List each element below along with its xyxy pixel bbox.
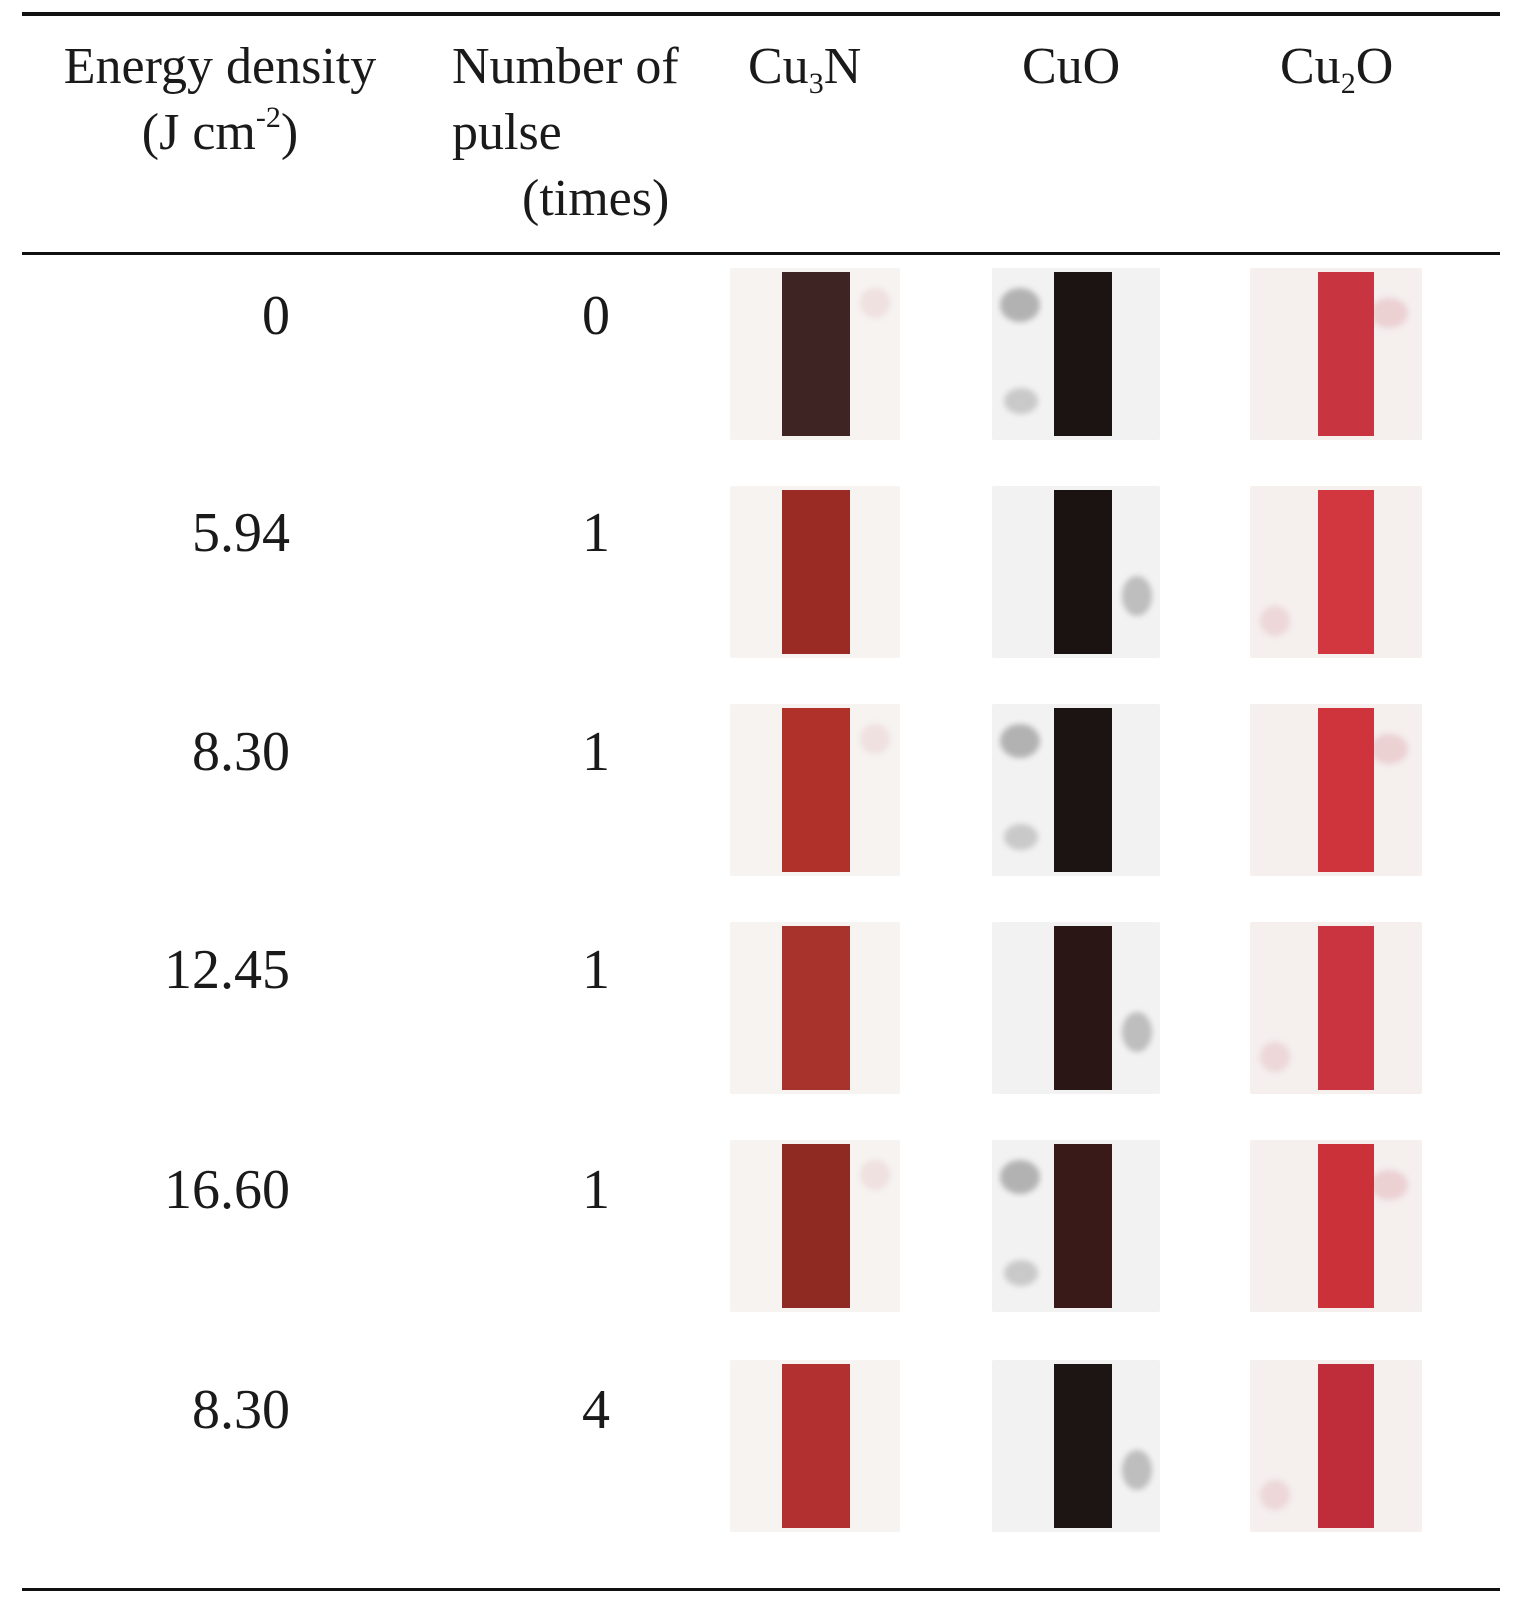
header-cu2o: Cu2O — [1280, 38, 1394, 100]
pulse-count-cell: 1 — [582, 721, 610, 783]
sample-film-strip — [1318, 272, 1374, 436]
sample-film-strip — [1318, 708, 1374, 872]
sample-smudge — [1370, 1170, 1408, 1200]
sample-photo-cu3n — [730, 704, 900, 876]
sample-film-strip — [1054, 1364, 1112, 1528]
header-energy-density: Energy density (J cm-2) — [50, 34, 390, 166]
sample-photo-cu2o — [1250, 704, 1422, 876]
sample-film-strip — [1318, 1364, 1374, 1528]
sample-smudge — [1000, 288, 1040, 322]
header-number-of-pulse: Number of pulse (times) — [452, 34, 679, 232]
header-energy-line1: Energy density — [63, 38, 377, 95]
sample-film-strip — [782, 1364, 850, 1528]
header-pulse-line2: pulse — [452, 104, 562, 161]
sample-film-strip — [782, 490, 850, 654]
sample-smudge — [860, 724, 890, 754]
sample-film-strip — [782, 708, 850, 872]
sample-photo-cu2o — [1250, 922, 1422, 1094]
sample-photo-cu3n — [730, 922, 900, 1094]
header-pulse-line3: (times) — [522, 170, 670, 227]
energy-density-cell: 8.30 — [192, 1379, 290, 1441]
pulse-count-cell: 1 — [582, 1159, 610, 1221]
sample-smudge — [1260, 1480, 1290, 1510]
energy-density-cell: 12.45 — [164, 939, 290, 1001]
sample-photo-cu3n — [730, 1360, 900, 1532]
sample-photo-cuo — [992, 486, 1160, 658]
pulse-count-cell: 4 — [582, 1379, 610, 1441]
sample-photo-cuo — [992, 704, 1160, 876]
sample-smudge — [1122, 1012, 1152, 1052]
sample-photo-cuo — [992, 1140, 1160, 1312]
sample-photo-cu2o — [1250, 1360, 1422, 1532]
sample-smudge — [1122, 1450, 1152, 1490]
sample-smudge — [1260, 1042, 1290, 1072]
header-pulse-line1: Number of — [452, 38, 679, 95]
header-cuo: CuO — [1022, 38, 1121, 95]
sample-smudge — [860, 288, 890, 318]
sample-film-strip — [1054, 708, 1112, 872]
sample-photo-cuo — [992, 268, 1160, 440]
sample-photo-cu3n — [730, 268, 900, 440]
pulse-count-cell: 1 — [582, 502, 610, 564]
sample-smudge — [1370, 734, 1408, 764]
sample-smudge — [1004, 824, 1038, 850]
sample-photo-cu3n — [730, 1140, 900, 1312]
sample-film-strip — [1054, 490, 1112, 654]
table-top-rule — [22, 12, 1500, 16]
sample-smudge — [1370, 298, 1408, 328]
sample-photo-cu3n — [730, 486, 900, 658]
sample-smudge — [1000, 1160, 1040, 1194]
sample-smudge — [860, 1160, 890, 1190]
sample-film-strip — [1054, 1144, 1112, 1308]
sample-photo-cu2o — [1250, 268, 1422, 440]
pulse-count-cell: 0 — [582, 285, 610, 347]
header-cu3n: Cu3N — [748, 38, 862, 100]
sample-smudge — [1122, 576, 1152, 616]
table-bottom-rule — [22, 1588, 1500, 1591]
energy-density-cell: 16.60 — [164, 1159, 290, 1221]
sample-photo-cuo — [992, 922, 1160, 1094]
sample-film-strip — [782, 926, 850, 1090]
table-header-rule — [22, 252, 1500, 255]
energy-density-cell: 0 — [262, 285, 290, 347]
sample-smudge — [1000, 724, 1040, 758]
sample-film-strip — [1318, 490, 1374, 654]
sample-film-strip — [1054, 272, 1112, 436]
energy-density-cell: 5.94 — [192, 502, 290, 564]
sample-photo-cu2o — [1250, 486, 1422, 658]
sample-photo-cuo — [992, 1360, 1160, 1532]
sample-film-strip — [1318, 926, 1374, 1090]
pulse-count-cell: 1 — [582, 939, 610, 1001]
sample-film-strip — [1318, 1144, 1374, 1308]
sample-smudge — [1004, 1260, 1038, 1286]
sample-film-strip — [782, 1144, 850, 1308]
energy-density-cell: 8.30 — [192, 721, 290, 783]
header-energy-line2: (J cm-2) — [141, 101, 299, 162]
sample-film-strip — [1054, 926, 1112, 1090]
sample-film-strip — [782, 272, 850, 436]
sample-smudge — [1260, 606, 1290, 636]
sample-photo-cu2o — [1250, 1140, 1422, 1312]
sample-smudge — [1004, 388, 1038, 414]
